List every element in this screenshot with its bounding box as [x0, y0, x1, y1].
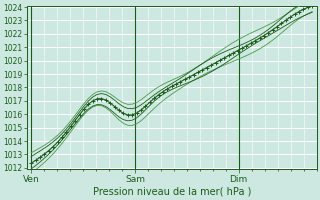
X-axis label: Pression niveau de la mer( hPa ): Pression niveau de la mer( hPa ) [92, 187, 251, 197]
